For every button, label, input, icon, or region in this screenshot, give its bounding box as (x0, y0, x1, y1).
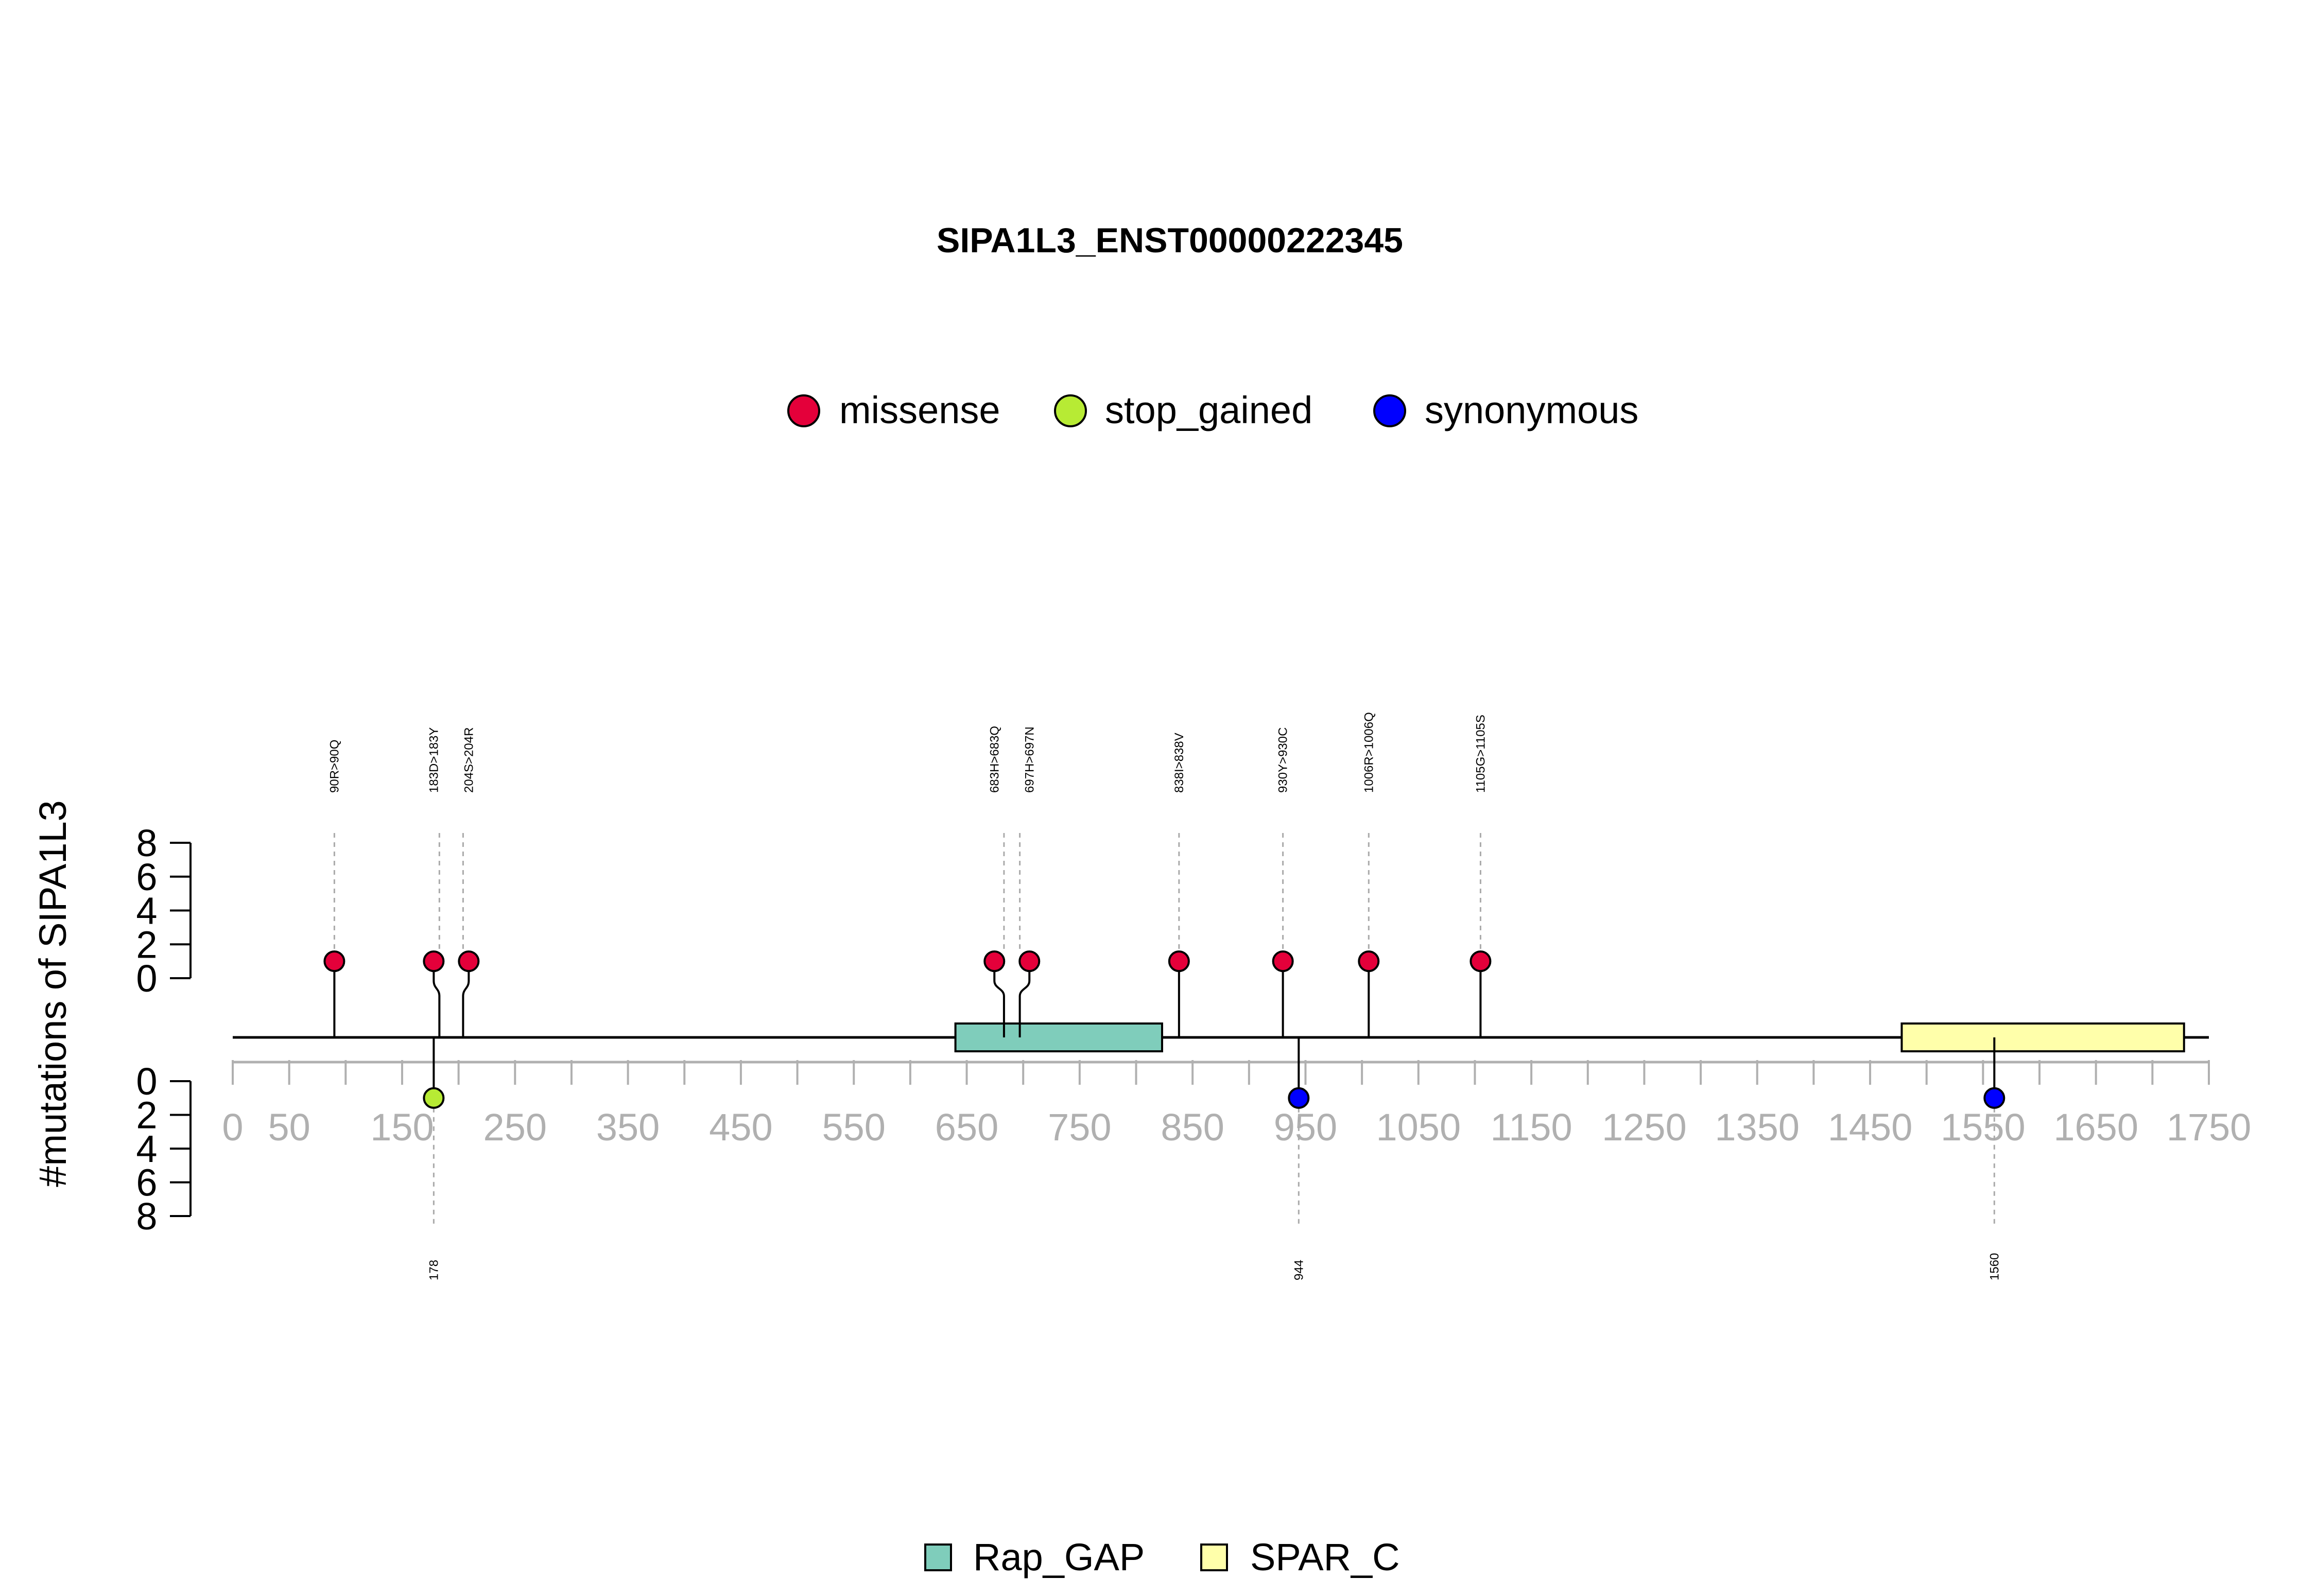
point-stop_gained (423, 1087, 445, 1109)
mutation-label-top: 683H>683Q (988, 726, 1001, 793)
point-missense (1018, 950, 1041, 973)
domain-SPAR_C (1900, 1022, 2185, 1052)
x-tick-label: 1650 (2053, 1106, 2138, 1149)
mutation-label-bottom: 178 (427, 1260, 441, 1280)
mutation-label-top: 1006R>1006Q (1362, 712, 1376, 793)
domain-legend-label-Rap_GAP: Rap_GAP (973, 1536, 1145, 1578)
y-tick-label-top: 8 (136, 822, 157, 864)
mutation-label-top: 90R>90Q (327, 740, 341, 793)
stem-top (462, 961, 470, 1037)
x-tick-label: 1750 (2167, 1106, 2252, 1149)
legend-swatch-missense (787, 394, 820, 427)
legend-swatch-stop_gained (1054, 394, 1087, 427)
y-tick-label-bottom: 8 (136, 1195, 157, 1238)
mutation-label-top: 204S>204R (462, 727, 476, 793)
mutation-stems (333, 961, 1996, 1098)
x-tick-label: 0 (222, 1106, 243, 1149)
y-tick-label-bottom: 6 (136, 1161, 157, 1204)
mutation-points (323, 950, 2005, 1109)
mutation-label-top: 697H>697N (1023, 726, 1036, 793)
point-missense (323, 950, 345, 973)
legend-swatch-synonymous (1373, 394, 1406, 427)
point-missense (983, 950, 1006, 973)
x-tick-label: 1450 (1828, 1106, 1913, 1149)
y-tick-label-top: 0 (136, 957, 157, 1000)
variant-legend: missense stop_gained synonymous (787, 389, 1638, 431)
legend-label-missense: missense (839, 389, 1000, 431)
stem-top (993, 961, 1005, 1037)
x-tick-label: 750 (1048, 1106, 1111, 1149)
x-tick-label: 850 (1161, 1106, 1224, 1149)
domain-legend-label-SPAR_C: SPAR_C (1250, 1536, 1400, 1578)
mutation-label-top: 1105G>1105S (1474, 715, 1488, 793)
point-synonymous (1288, 1087, 1310, 1109)
mutation-guides (333, 833, 1995, 1225)
x-tick-label: 450 (709, 1106, 772, 1149)
x-tick-label: 1550 (1941, 1106, 2026, 1149)
x-tick-label: 950 (1274, 1106, 1337, 1149)
domain-legend: Rap_GAP SPAR_C (924, 1536, 1400, 1578)
x-tick-label: 1350 (1715, 1106, 1800, 1149)
legend-label-synonymous: synonymous (1425, 389, 1638, 431)
mutation-label-top: 838I>838V (1172, 733, 1186, 793)
x-tick-label: 1150 (1491, 1106, 1572, 1149)
legend-label-stop_gained: stop_gained (1105, 389, 1312, 431)
point-missense (1272, 950, 1294, 973)
point-missense (1168, 950, 1190, 973)
mutation-label-top: 930Y>930C (1276, 727, 1290, 793)
point-missense (423, 950, 445, 973)
mutation-labels: 90R>90Q 183D>183Y 204S>204R 683H>683Q 697H>6… (327, 712, 2001, 1280)
y-axis-title: #mutations of SIPA1L3 (31, 800, 74, 1187)
point-missense (458, 950, 480, 973)
x-tick-label: 1050 (1376, 1106, 1461, 1149)
y-tick-label-bottom: 2 (136, 1094, 157, 1137)
x-tick-label: 650 (935, 1106, 998, 1149)
x-tick-label: 150 (370, 1106, 434, 1149)
y-tick-label-bottom: 4 (136, 1127, 157, 1170)
domain-boxes (954, 1022, 2185, 1052)
point-synonymous (1983, 1087, 2005, 1109)
x-tick-label: 1250 (1602, 1106, 1687, 1149)
mutation-label-top: 183D>183Y (427, 727, 441, 793)
y-tick-label-bottom: 0 (136, 1060, 157, 1103)
domain-legend-swatch-SPAR_C (1200, 1543, 1228, 1571)
x-axis: 0 50 150 250 350 450 550 650 750 850 950 1050 1150 12… (222, 1060, 2251, 1149)
x-tick-label: 350 (596, 1106, 660, 1149)
stem-top (433, 961, 441, 1037)
point-missense (1469, 950, 1492, 973)
domain-legend-swatch-Rap_GAP (924, 1543, 952, 1571)
mutation-label-bottom: 944 (1292, 1260, 1306, 1280)
point-missense (1358, 950, 1380, 973)
x-tick-label: 250 (483, 1106, 547, 1149)
y-tick-label-top: 6 (136, 856, 157, 898)
x-tick-label: 50 (268, 1106, 310, 1149)
stem-top (1018, 961, 1031, 1037)
y-tick-label-top: 2 (136, 923, 157, 966)
y-tick-label-top: 4 (136, 890, 157, 932)
chart-title: SIPA1L3_ENST00000222345 (937, 221, 1403, 260)
domain-Rap_GAP (954, 1022, 1163, 1052)
x-tick-label: 550 (822, 1106, 885, 1149)
mutation-label-bottom: 1560 (1987, 1253, 2001, 1280)
